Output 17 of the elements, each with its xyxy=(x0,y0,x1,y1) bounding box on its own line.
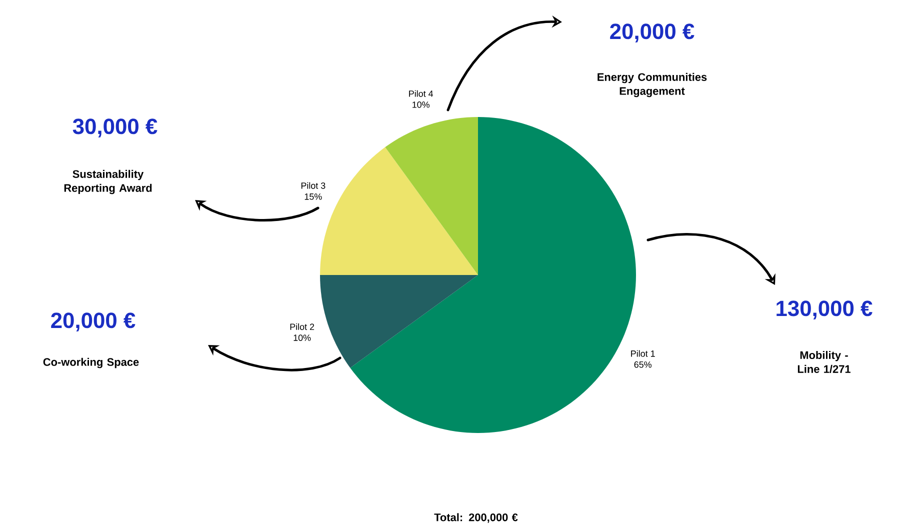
slice-label: Pilot 4 xyxy=(409,90,434,97)
data-label: 10% xyxy=(412,101,430,108)
text: 130,000 € xyxy=(776,300,872,320)
text: 30,000 € xyxy=(72,118,158,138)
text: Co-working Space xyxy=(43,358,139,368)
text: Sustainability Reporting Award xyxy=(64,170,152,194)
text: 20,000 € xyxy=(51,312,136,332)
text: Mobility - Line 1/271 xyxy=(798,350,850,374)
text: Total: 200,000 € xyxy=(434,513,518,523)
data-label: 65% xyxy=(634,361,652,368)
slice-label: Pilot 2 xyxy=(290,323,314,330)
data-label: 15% xyxy=(304,193,322,200)
data-label: 10% xyxy=(294,334,311,341)
text: 20,000 € xyxy=(610,24,694,42)
slice-label: Pilot 1 xyxy=(631,350,655,357)
text: Energy Communities Engagement xyxy=(598,72,707,98)
slice-label: Pilot 3 xyxy=(301,182,326,189)
